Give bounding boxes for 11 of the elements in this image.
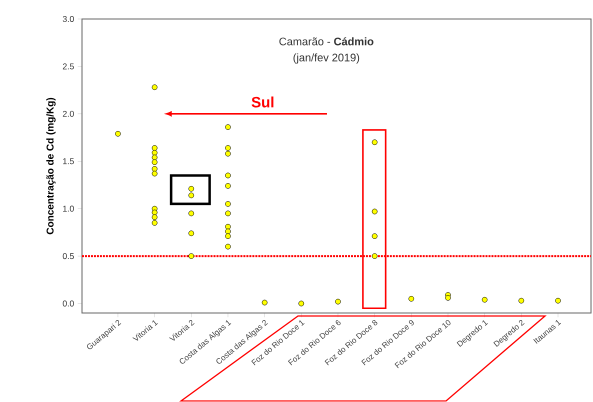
- text: Camarão - Cádmio: [279, 37, 374, 46]
- y-tick-label: 3.0: [62, 16, 74, 22]
- y-axis-title: Concentração de Cd (mg/Kg): [46, 98, 56, 234]
- y-tick-label: 1.0: [63, 206, 74, 212]
- y-tick-label: 0.5: [62, 253, 74, 260]
- y-tick-label: 1.5: [63, 158, 74, 164]
- annotation: Sul: [252, 96, 274, 108]
- y-tick-label: 0.0: [62, 300, 74, 307]
- y-tick-label: 2.5: [62, 64, 74, 70]
- text: (jan/fev 2019): [293, 54, 360, 64]
- y-tick-label: 2.0: [62, 111, 74, 117]
